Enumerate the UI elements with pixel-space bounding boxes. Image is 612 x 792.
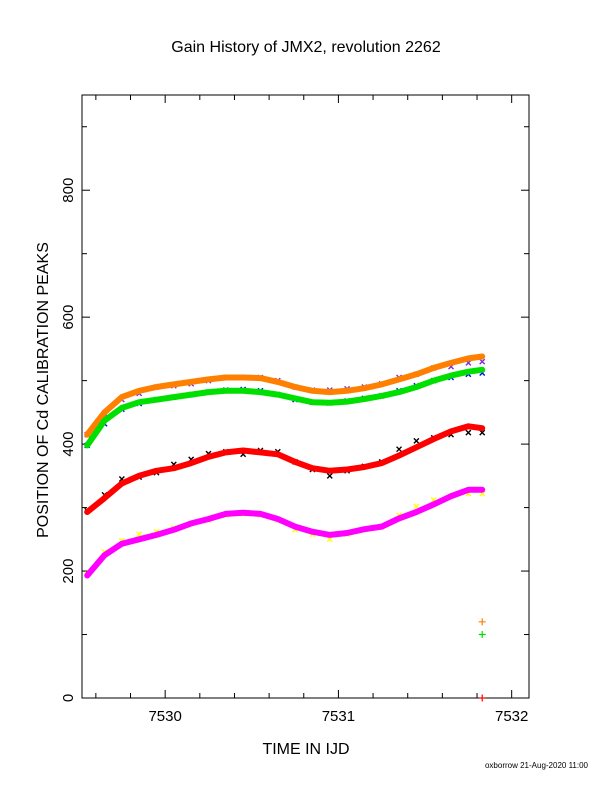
x-tick-label: 7530 — [148, 708, 181, 725]
x-tick-label: 7532 — [495, 708, 528, 725]
data-point — [326, 472, 333, 479]
y-tick-label: 600 — [60, 305, 77, 330]
plot-area — [84, 353, 486, 702]
series-1 — [84, 353, 486, 438]
y-axis: 0 200 400 600 800 — [60, 126, 529, 702]
x-axis-label: TIME IN IJD — [262, 741, 349, 758]
y-tick-label: 200 — [60, 559, 77, 584]
series-line — [84, 366, 486, 449]
outlier-markers — [478, 618, 486, 702]
series-line — [84, 353, 486, 438]
chart-title: Gain History of JMX2, revolution 2262 — [171, 39, 441, 56]
series-3 — [84, 366, 486, 449]
outlier-point — [478, 694, 486, 702]
series-6 — [84, 490, 486, 578]
x-tick-label: 7531 — [322, 708, 355, 725]
y-tick-label: 800 — [60, 178, 77, 203]
x-axis: 7530 7531 7532 — [95, 95, 528, 725]
data-point — [396, 446, 403, 453]
series-7 — [84, 486, 486, 579]
series-line — [84, 486, 486, 579]
outlier-point — [478, 631, 486, 639]
data-point — [479, 429, 486, 436]
series-5 — [84, 423, 486, 515]
data-point — [413, 503, 420, 510]
series-line — [84, 423, 486, 515]
data-point — [465, 429, 472, 436]
y-axis-label: POSITION OF Cd CALIBRATION PEAKS — [35, 242, 52, 538]
y-tick-label: 400 — [60, 432, 77, 457]
data-point — [479, 358, 486, 365]
outlier-point — [478, 618, 486, 626]
data-point — [413, 437, 420, 444]
y-tick-label: 0 — [60, 694, 77, 702]
footer-stamp: oxborrow 21-Aug-2020 11:00 — [485, 761, 589, 770]
plot-frame — [81, 94, 530, 699]
